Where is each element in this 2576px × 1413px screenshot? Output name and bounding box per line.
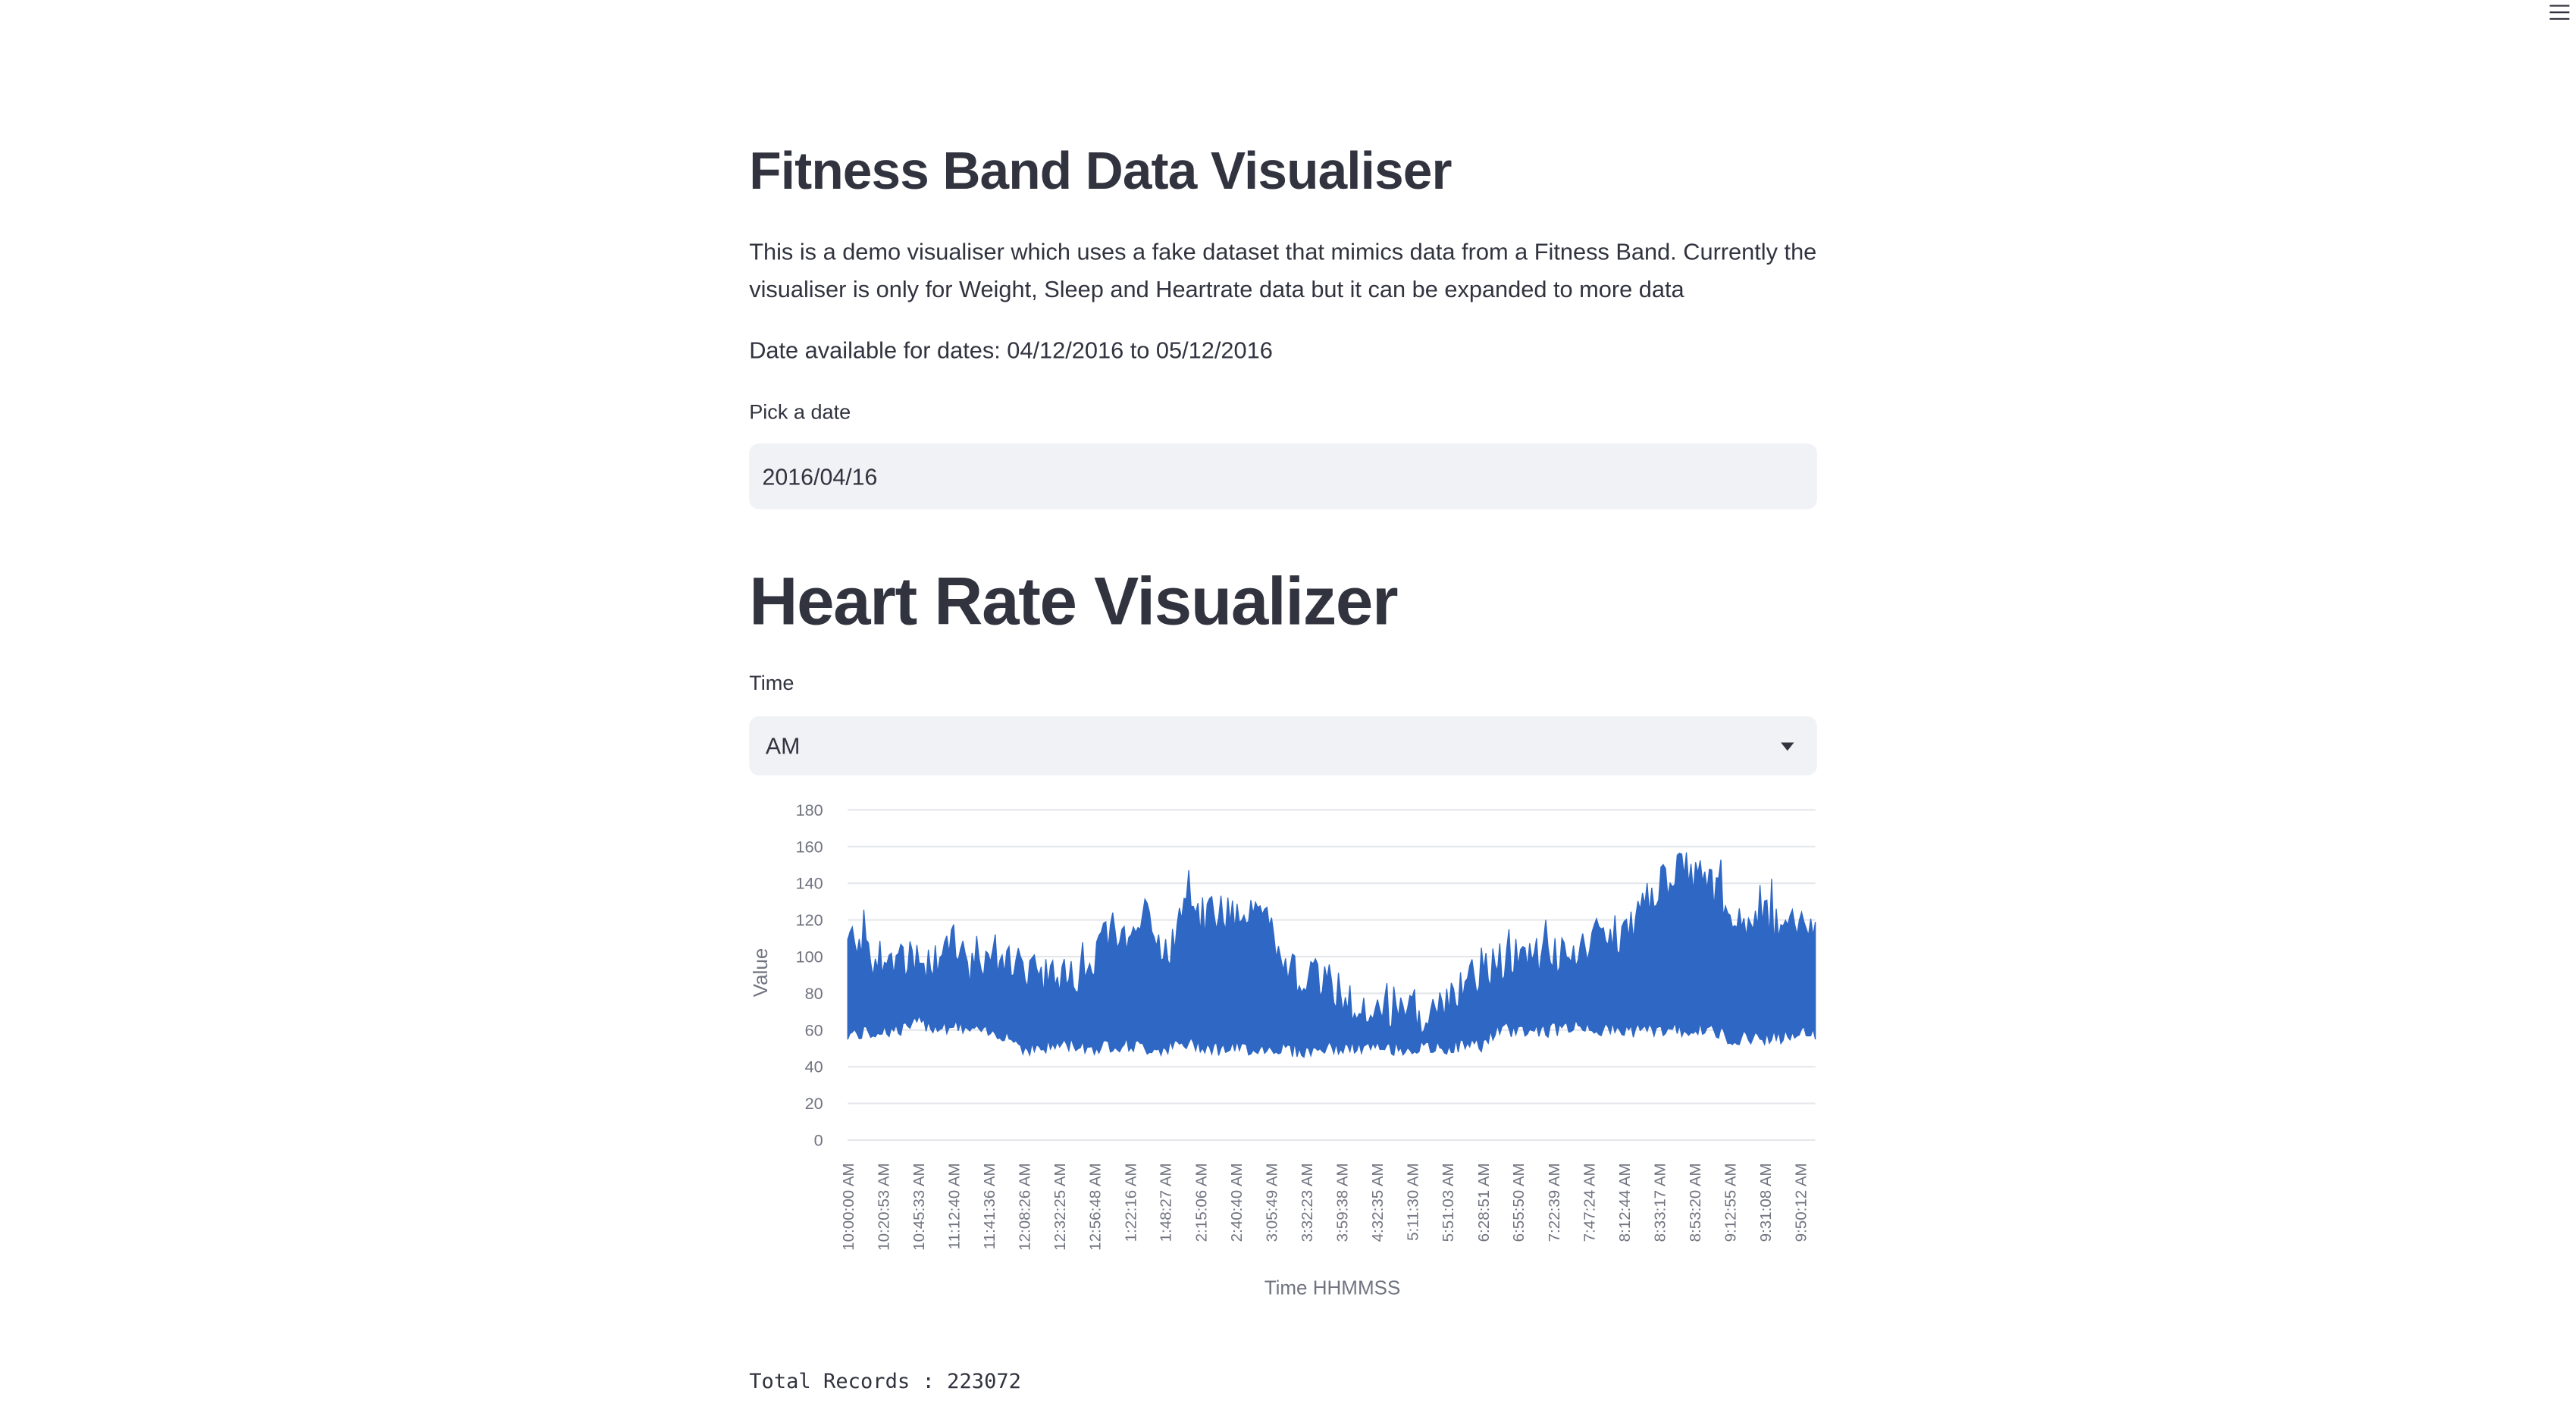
x-tick-label: 10:45:33 AM: [910, 1163, 928, 1251]
y-tick-label: 140: [796, 874, 823, 893]
x-tick-label: 6:28:51 AM: [1475, 1163, 1493, 1242]
time-select-label: Time: [749, 672, 794, 695]
x-axis-label: Time HHMMSS: [1264, 1277, 1401, 1299]
page-description: This is a demo visualiser which uses a f…: [749, 240, 1817, 304]
y-tick-label: 100: [796, 948, 823, 967]
heart-rate-chart: 0 20 40 60 80 100 120 140 160 180 10:00:00 AM 10:2…: [749, 800, 1816, 1299]
x-tick-label: 9:50:12 AM: [1793, 1163, 1810, 1242]
x-tick-label: 12:56:48 AM: [1087, 1163, 1105, 1251]
date-picker-label: Pick a date: [749, 400, 851, 425]
x-tick-label: 3:59:38 AM: [1333, 1163, 1351, 1242]
y-tick-label: 40: [805, 1057, 823, 1076]
x-tick-label: 9:12:55 AM: [1722, 1163, 1740, 1242]
x-tick-label: 7:22:39 AM: [1546, 1163, 1563, 1242]
total-records: Total Records : 223072: [749, 1368, 1022, 1393]
time-select-value: AM: [765, 732, 801, 760]
x-tick-label: 2:40:40 AM: [1228, 1163, 1246, 1242]
x-tick-label: 4:32:35 AM: [1369, 1163, 1387, 1242]
y-tick-label: 60: [805, 1020, 823, 1039]
x-tick-label: 8:33:17 AM: [1652, 1163, 1669, 1242]
chart-area: [847, 852, 1816, 1058]
x-axis-ticks: 10:00:00 AM 10:20:53 AM 10:45:33 AM 11:12:4…: [840, 1163, 1810, 1251]
x-tick-label: 10:00:00 AM: [840, 1163, 857, 1251]
y-tick-label: 20: [805, 1094, 823, 1113]
y-tick-label: 0: [814, 1131, 823, 1150]
x-tick-label: 6:55:50 AM: [1510, 1163, 1528, 1242]
x-tick-label: 3:05:49 AM: [1263, 1163, 1280, 1242]
x-tick-label: 11:41:36 AM: [981, 1163, 998, 1249]
x-tick-label: 1:48:27 AM: [1158, 1163, 1175, 1242]
y-tick-label: 180: [796, 800, 823, 819]
x-tick-label: 5:11:30 AM: [1405, 1163, 1422, 1241]
chevron-down-icon: [1781, 742, 1794, 751]
section-title: Heart Rate Visualizer: [749, 563, 1398, 640]
date-availability-text: Date available for dates: 04/12/2016 to …: [749, 338, 1273, 365]
x-tick-label: 3:32:23 AM: [1299, 1163, 1316, 1242]
y-axis-ticks: 0 20 40 60 80 100 120 140 160 180: [796, 800, 823, 1150]
x-tick-label: 9:31:08 AM: [1757, 1163, 1775, 1242]
x-tick-label: 7:47:24 AM: [1581, 1163, 1598, 1242]
x-tick-label: 11:12:40 AM: [945, 1163, 963, 1249]
x-tick-label: 12:32:25 AM: [1051, 1163, 1069, 1251]
y-tick-label: 80: [805, 984, 823, 1003]
x-tick-label: 10:20:53 AM: [875, 1163, 892, 1251]
x-tick-label: 2:15:06 AM: [1192, 1163, 1210, 1242]
heart-rate-series: [847, 852, 1816, 1058]
x-tick-label: 1:22:16 AM: [1122, 1163, 1139, 1242]
y-axis-label: Value: [749, 948, 772, 998]
x-tick-label: 8:12:44 AM: [1616, 1163, 1634, 1242]
x-tick-label: 12:08:26 AM: [1017, 1163, 1034, 1251]
y-tick-label: 120: [796, 910, 823, 929]
time-select[interactable]: AM: [749, 716, 1817, 775]
y-tick-label: 160: [796, 837, 823, 856]
hamburger-menu-icon[interactable]: [2546, 0, 2573, 23]
date-input[interactable]: 2016/04/16: [749, 443, 1817, 509]
x-tick-label: 8:53:20 AM: [1687, 1163, 1704, 1242]
x-tick-label: 5:51:03 AM: [1440, 1163, 1457, 1242]
page-title: Fitness Band Data Visualiser: [749, 141, 1452, 201]
